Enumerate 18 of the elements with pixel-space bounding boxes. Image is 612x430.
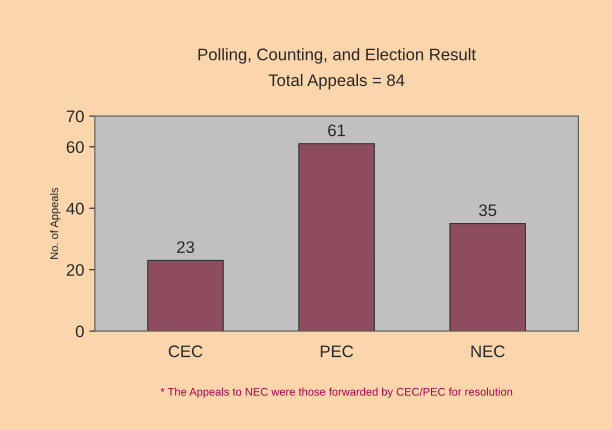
- y-tick-label: 70: [66, 110, 84, 122]
- x-tick-label: NEC: [471, 345, 505, 358]
- bar: [147, 260, 224, 332]
- bar: [449, 223, 526, 332]
- y-axis-title: No. of Appeals: [50, 188, 60, 259]
- data-label: 23: [177, 241, 194, 253]
- data-label: 61: [328, 124, 346, 136]
- y-tick-label: 40: [66, 202, 84, 214]
- bar: [298, 143, 375, 332]
- chart-subtitle: Total Appeals = 84: [268, 74, 404, 90]
- y-tick-label: 20: [66, 264, 84, 276]
- text: * The Appeals to NEC were those forwarded by CEC/PEC for resolution: [160, 388, 512, 398]
- y-tick-label: 60: [66, 141, 84, 154]
- x-tick-label: PEC: [320, 345, 354, 358]
- y-tick-label: 0: [76, 326, 84, 338]
- x-tick-label: CEC: [168, 345, 202, 358]
- data-label: 35: [479, 204, 496, 216]
- chart-title: Polling, Counting, and Election Result: [198, 48, 476, 64]
